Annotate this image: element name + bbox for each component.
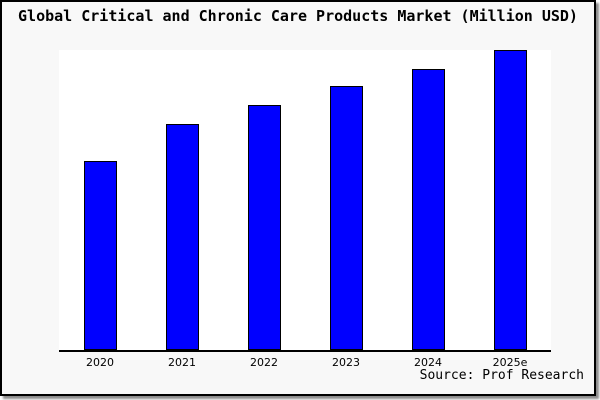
bar-2021 bbox=[165, 124, 199, 350]
bar-slot-2022 bbox=[223, 50, 305, 350]
plot-area bbox=[59, 50, 551, 352]
chart-title: Global Critical and Chronic Care Product… bbox=[18, 7, 578, 25]
bar-slot-2025e bbox=[469, 50, 551, 350]
x-tick-label-2025e: 2025e bbox=[492, 356, 528, 369]
bar-2020 bbox=[83, 161, 117, 350]
bar-slot-2023 bbox=[305, 50, 387, 350]
bar-2023 bbox=[329, 86, 363, 350]
x-axis-labels: 2020 2021 2022 2023 2024 2025e bbox=[59, 356, 551, 369]
bar-slot-2024 bbox=[387, 50, 469, 350]
x-tick-label-2021: 2021 bbox=[168, 356, 196, 369]
bar-slot-2021 bbox=[141, 50, 223, 350]
x-tick-label-2022: 2022 bbox=[250, 356, 278, 369]
source-note: Source: Prof Research bbox=[419, 368, 584, 383]
x-tick-label-2020: 2020 bbox=[86, 356, 114, 369]
bar-slot-2020 bbox=[59, 50, 141, 350]
x-tick-label-2023: 2023 bbox=[332, 356, 360, 369]
bar-2024 bbox=[411, 69, 445, 350]
bar-2025e bbox=[493, 50, 527, 350]
bar-2022 bbox=[247, 105, 281, 350]
x-tick-label-2024: 2024 bbox=[414, 356, 442, 369]
